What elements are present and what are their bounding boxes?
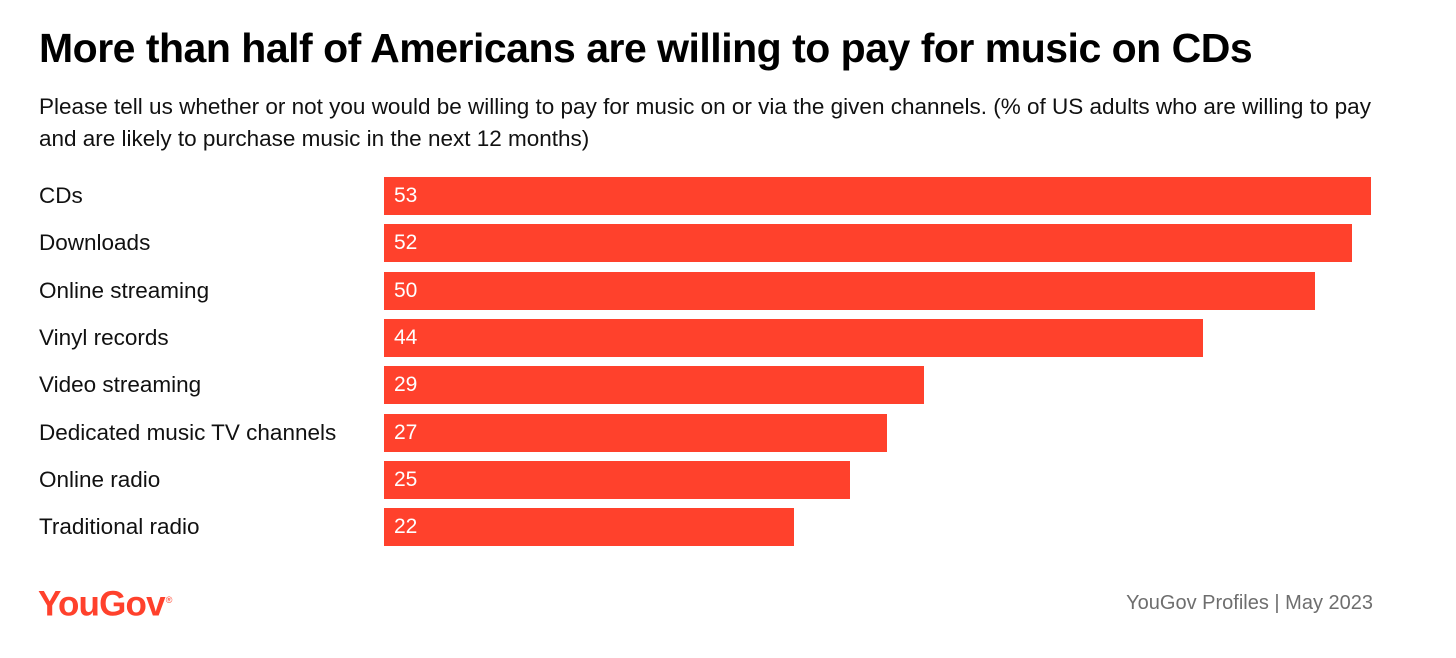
bar	[384, 177, 1371, 215]
bar	[384, 366, 924, 404]
category-label: Vinyl records	[39, 325, 169, 350]
category-label: Online streaming	[39, 278, 210, 303]
bar-value-label: 22	[394, 515, 418, 538]
bar-value-label: 29	[394, 373, 418, 396]
category-label: CDs	[39, 183, 83, 208]
logo-registered-mark: ®	[165, 595, 173, 605]
bar	[384, 272, 1315, 310]
bar	[384, 508, 794, 546]
source-note: YouGov Profiles | May 2023	[1126, 592, 1373, 614]
bar-value-label: 52	[394, 231, 418, 254]
logo-text: YouGov	[38, 584, 166, 624]
category-label: Dedicated music TV channels	[39, 420, 337, 445]
yougov-logo: YouGov®	[38, 578, 172, 627]
category-label: Video streaming	[39, 372, 202, 397]
bar-value-label: 27	[394, 421, 418, 444]
chart-title: More than half of Americans are willing …	[39, 25, 1253, 71]
bar	[384, 319, 1203, 357]
category-label: Online radio	[39, 467, 161, 492]
bar-value-label: 25	[394, 468, 418, 491]
bar-value-label: 53	[394, 184, 418, 207]
bar-value-label: 44	[394, 326, 418, 349]
category-label: Traditional radio	[39, 514, 200, 539]
bar-value-label: 50	[394, 279, 418, 302]
bar	[384, 414, 887, 452]
bar	[384, 461, 850, 499]
category-label: Downloads	[39, 230, 151, 255]
bar	[384, 224, 1352, 262]
chart-subtitle: Please tell us whether or not you would …	[39, 94, 1371, 151]
